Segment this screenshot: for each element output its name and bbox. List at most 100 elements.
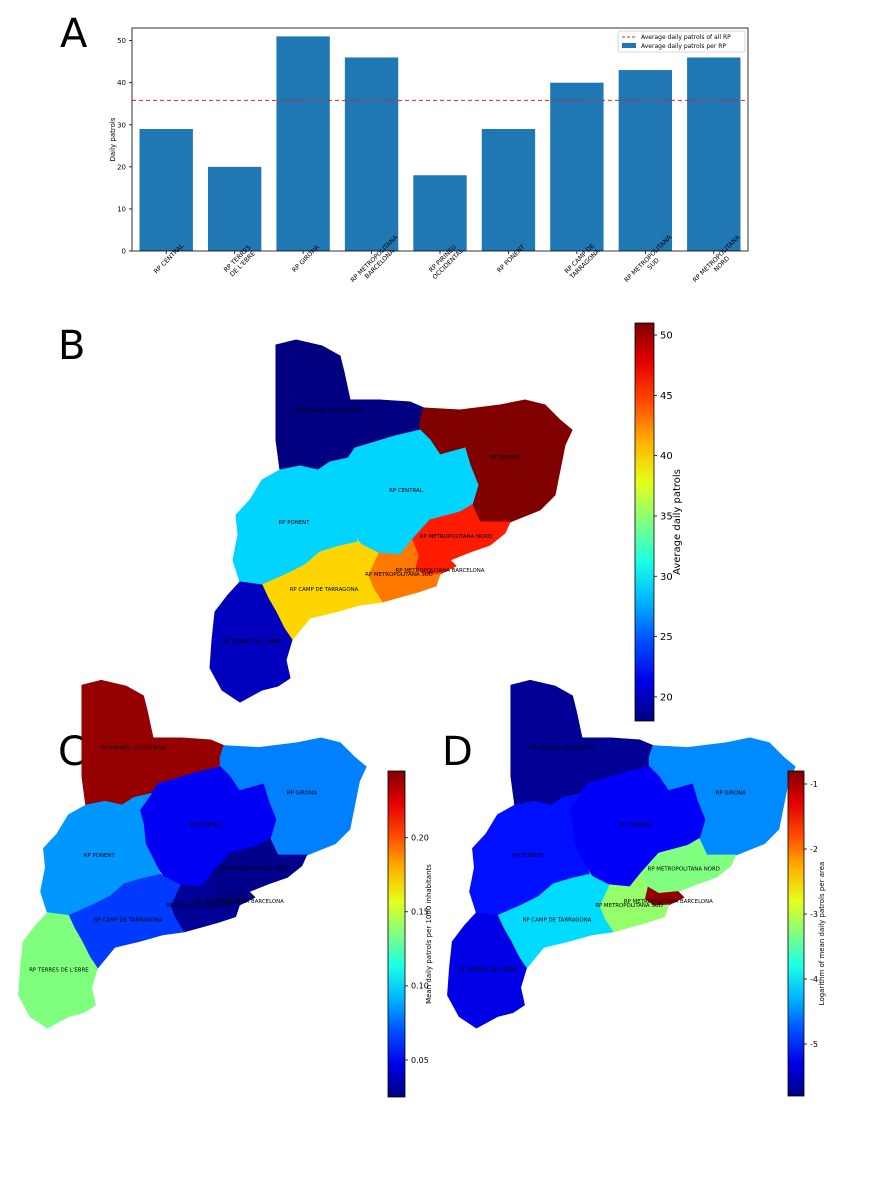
map-group-d: RP PIRINEU OCCIDENTAL RP GIRONA RP CENTRAL… (447, 679, 796, 1029)
region-label: RP METROPOLITANA NORD (420, 534, 492, 540)
y-tick-label: 0 (122, 248, 126, 256)
panel-letter-b: B (58, 323, 86, 369)
panel-letter-d: D (442, 729, 473, 775)
colorbar-tick-label: 50 (660, 331, 673, 342)
y-tick-label: 50 (117, 37, 126, 45)
region-rp-camp-de-tarragona (67, 873, 185, 970)
region-label: RP METROPOLITANA BARCELONA (624, 899, 713, 905)
region-label: RP PIRINEU OCCIDENTAL (530, 746, 597, 752)
bar-3 (276, 36, 330, 251)
region-label: RP CENTRAL (389, 488, 422, 494)
bar-2 (207, 166, 262, 251)
y-tick-label: 10 (117, 205, 126, 213)
region-label: RP METROPOLITANA SUD (166, 903, 234, 909)
region-rp-camp-de-tarragona (496, 873, 614, 970)
bar-9 (687, 57, 741, 251)
region-label: RP TERRES DE L'EBRE (29, 967, 89, 973)
colorbar-tick-label: 45 (660, 391, 673, 402)
colorbar-tick-label: 25 (660, 632, 673, 643)
region-rp-metropolitana-barcelona (214, 886, 256, 907)
region-label: RP CAMP DE TARRAGONA (290, 587, 359, 593)
region-rp-metropolitana-sud (598, 871, 670, 933)
region-rp-central (568, 766, 706, 888)
bar-5 (413, 175, 467, 251)
region-label: RP TERRES DE L'EBRE (222, 639, 282, 645)
region-label: RP CENTRAL (190, 822, 223, 828)
region-rp-metropolitana-barcelona (643, 886, 685, 907)
region-rp-metropolitana-nord (411, 504, 511, 563)
region-label: RP METROPOLITANA NORD (219, 866, 291, 872)
region-label: RP PIRINEU OCCIDENTAL (297, 408, 364, 414)
colorbar-tick-label: -1 (810, 780, 818, 789)
region-label: RP TERRES DE L'EBRE (458, 967, 518, 973)
region-rp-terres-de-l-ebre (209, 581, 293, 703)
colorbar-label: Average daily patrols (672, 469, 683, 575)
bar-1 (139, 128, 193, 251)
y-tick-label: 30 (117, 121, 126, 129)
region-label: RP CAMP DE TARRAGONA (523, 917, 592, 923)
colorbar-label: Mean daily patrols per 1000 inhabitants (425, 864, 433, 1004)
y-tick-label: 20 (117, 163, 126, 171)
panel-letter-a: A (60, 11, 88, 57)
bar-7 (550, 82, 604, 251)
region-rp-ponent (469, 792, 591, 917)
panel-letter-c: C (58, 729, 86, 775)
region-rp-camp-de-tarragona (261, 541, 383, 641)
y-axis-label: Daily patrols (109, 117, 117, 161)
region-rp-central (335, 429, 479, 556)
region-rp-girona (419, 399, 573, 523)
region-label: RP PONENT (279, 520, 311, 526)
region-rp-terres-de-l-ebre (447, 912, 527, 1029)
colorbar-label: Logarithm of mean daily patrols per area (818, 862, 826, 1006)
colorbar-tick-label: 0.20 (411, 833, 429, 842)
bar-6 (481, 128, 536, 251)
region-label: RP CAMP DE TARRAGONA (94, 917, 163, 923)
region-rp-girona (648, 737, 796, 856)
legend-bar-swatch (622, 43, 636, 48)
region-rp-ponent (232, 457, 359, 586)
region-label: RP PIRINEU OCCIDENTAL (101, 746, 168, 752)
region-rp-metropolitana-sud (367, 539, 441, 603)
region-label: RP METROPOLITANA SUD (365, 572, 433, 578)
map-group-b: RP PIRINEU OCCIDENTAL RP GIRONA RP CENTRAL… (209, 339, 573, 703)
colorbar-tick-label: 0.10 (411, 982, 429, 991)
region-rp-central (139, 766, 277, 888)
y-tick-label: 40 (117, 79, 126, 87)
region-label: RP METROPOLITANA BARCELONA (396, 568, 485, 574)
region-label: RP GIRONA (287, 791, 317, 797)
colorbar-tick-label: 40 (660, 451, 673, 462)
region-rp-metropolitana-barcelona (414, 554, 457, 576)
legend-box (617, 30, 746, 53)
colorbar-tick-label: -3 (810, 910, 818, 919)
region-rp-ponent (40, 792, 162, 917)
bar-4 (344, 57, 399, 251)
colorbar-b (634, 322, 655, 722)
colorbar-c (387, 770, 406, 1098)
colorbar-tick-label: -5 (810, 1040, 818, 1049)
colorbar-tick-label: 20 (660, 692, 673, 703)
region-rp-terres-de-l-ebre (18, 912, 98, 1029)
region-label: RP PONENT (84, 853, 116, 859)
region-rp-pirineu-occidental (275, 339, 425, 471)
region-rp-pirineu-occidental (510, 679, 654, 806)
region-label: RP GIRONA (716, 791, 746, 797)
region-rp-girona (219, 737, 367, 856)
colorbar-tick-label: 0.15 (411, 908, 429, 917)
colorbar-tick-label: 0.05 (411, 1056, 429, 1065)
colorbar-tick-label: -2 (810, 845, 818, 854)
region-label: RP METROPOLITANA BARCELONA (195, 899, 284, 905)
region-label: RP GIRONA (490, 455, 520, 461)
region-label: RP CENTRAL (619, 822, 652, 828)
bar-8 (618, 70, 673, 251)
region-label: RP METROPOLITANA NORD (648, 866, 720, 872)
region-rp-metropolitana-nord (640, 838, 737, 895)
legend-label-series: Average daily patrols per RP (641, 43, 726, 50)
region-rp-metropolitana-nord (211, 838, 308, 895)
region-label: RP PONENT (513, 853, 545, 859)
region-rp-metropolitana-sud (169, 871, 241, 933)
region-label: RP METROPOLITANA SUD (595, 903, 663, 909)
colorbar-tick-label: 35 (660, 511, 673, 522)
colorbar-tick-label: -4 (810, 975, 818, 984)
region-rp-pirineu-occidental (81, 679, 225, 806)
